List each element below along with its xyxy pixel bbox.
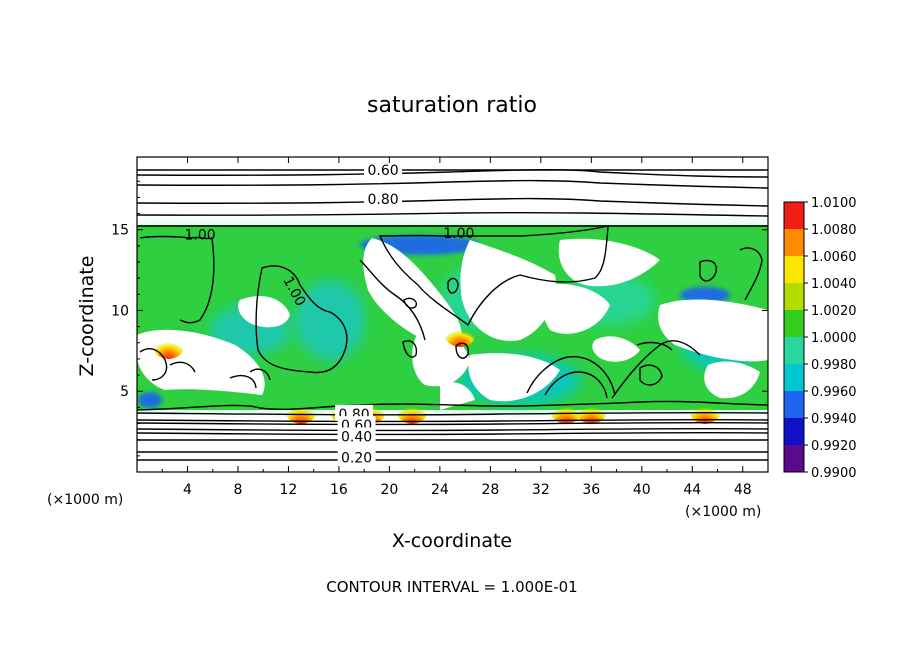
colorbar-swatch — [784, 391, 804, 418]
contour-label-bg — [364, 190, 403, 206]
x-tick-label: 28 — [481, 482, 499, 498]
colorbar-swatch — [784, 337, 804, 364]
colorbar-labels: 0.9900 0.9920 0.9940 0.9960 0.9980 1.0000 1.00… — [804, 196, 857, 481]
colorbar-swatch — [784, 229, 804, 256]
contour-label: 1.00 — [443, 226, 474, 242]
x-tick-label: 32 — [532, 482, 550, 498]
hotspot-6 — [550, 396, 583, 424]
colorbar-label: 1.0040 — [811, 277, 857, 292]
x-tick-label: 48 — [734, 482, 752, 498]
hotspot-5 — [444, 319, 477, 347]
contour-label-bg — [337, 448, 376, 465]
x-tick-label: 16 — [330, 482, 348, 498]
y-tick-label: 5 — [120, 384, 129, 400]
colorbar-label: 1.0000 — [811, 331, 857, 346]
colorbar-swatch — [784, 364, 804, 391]
x-tick-label: 24 — [431, 482, 449, 498]
subsaturated-holes — [137, 238, 768, 410]
chart-title: saturation ratio — [367, 93, 537, 118]
colorbar-swatch — [784, 445, 804, 472]
colorbar-swatch — [784, 418, 804, 445]
colorbar: 0.9900 0.9920 0.9940 0.9960 0.9980 1.0000 1.00… — [783, 196, 857, 481]
colorbar-label: 0.9920 — [811, 439, 857, 454]
colorbar-swatch — [784, 310, 804, 337]
hotspot-0 — [152, 331, 185, 359]
colorbar-swatch — [784, 256, 804, 283]
contour-label: 0.20 — [341, 450, 372, 466]
x-unit-label-right: (×1000 m) — [685, 504, 761, 520]
colorbar-label: 0.9940 — [811, 412, 857, 427]
contour-label: 1.00 — [185, 228, 216, 244]
colorbar-label: 1.0100 — [811, 196, 857, 211]
colorbar-label: 0.9900 — [811, 466, 857, 481]
contour-labels: 0.600.801.00 1.001.000.800.600.400.20 — [185, 160, 474, 466]
contour-label: 0.60 — [368, 163, 399, 179]
contour-label-bg — [337, 427, 376, 444]
plot-area: 0.600.801.00 1.001.000.800.600.400.20 — [137, 157, 768, 472]
colorbar-swatch — [784, 283, 804, 310]
contour-interval-note: CONTOUR INTERVAL = 1.000E-01 — [326, 578, 577, 596]
y-tick-label: 15 — [111, 223, 129, 239]
x-axis-ticks: 4 8 12 16 20 24 28 32 36 40 44 48 — [161, 157, 752, 498]
colorbar-label: 0.9960 — [811, 385, 857, 400]
x-tick-label: 36 — [582, 482, 600, 498]
colorbar-label: 1.0020 — [811, 304, 857, 319]
y-axis-title: Z-coordinate — [76, 256, 98, 377]
x-tick-label: 4 — [183, 482, 192, 498]
hotspot-1 — [285, 396, 318, 424]
colorbar-swatches — [784, 202, 804, 472]
colorbar-label: 1.0060 — [811, 250, 857, 265]
x-tick-label: 44 — [683, 482, 701, 498]
y-axis-ticks: 5 10 15 — [111, 180, 768, 457]
x-tick-label: 20 — [380, 482, 398, 498]
contour-label: 0.80 — [368, 192, 399, 208]
x-tick-label: 40 — [633, 482, 651, 498]
hotspot-4 — [396, 396, 429, 424]
x-unit-label-left: (×1000 m) — [47, 492, 123, 508]
contour-label-bg — [364, 160, 403, 177]
y-tick-label: 10 — [111, 303, 129, 319]
colorbar-label: 0.9980 — [811, 358, 857, 373]
colorbar-swatch — [784, 202, 804, 229]
plot-frame — [136, 156, 769, 473]
x-tick-label: 12 — [280, 482, 298, 498]
x-tick-label: 8 — [233, 482, 242, 498]
colorbar-label: 1.0080 — [811, 223, 857, 238]
contour-lines — [137, 169, 768, 461]
contour-label: 0.40 — [341, 429, 372, 445]
x-axis-title: X-coordinate — [392, 530, 512, 552]
